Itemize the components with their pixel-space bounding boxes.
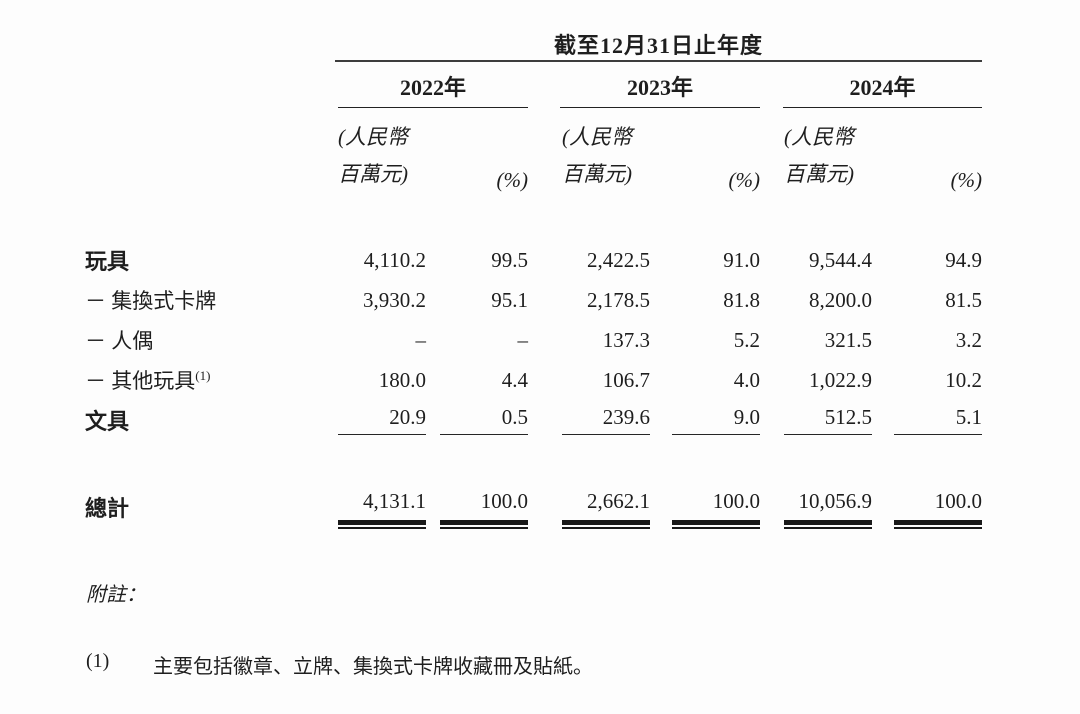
table-cell: 10.2 (945, 367, 983, 392)
table-cell: – (517, 327, 529, 352)
table-cell: 81.8 (723, 287, 760, 312)
table-cell: 180.0 (378, 367, 426, 392)
table-cell: 4,110.2 (363, 247, 426, 272)
table-cell: 512.5 (760, 400, 872, 440)
revenue-breakdown-table: 截至12月31日止年度 2022年 2023年 2024年 (人民幣百萬元) (… (85, 28, 983, 529)
table-cell: 91.0 (723, 247, 760, 272)
year-header-2023-cell: 2023年 (528, 61, 760, 108)
row-label-toys: 玩具 (85, 249, 130, 274)
table-cell: 20.9 (335, 400, 426, 440)
unit-header-pct-2022: (%) (426, 108, 528, 196)
underlined-value: 239.6 (562, 405, 650, 435)
footnote-text: 主要包括徽章、立牌、集換式卡牌收藏冊及貼紙。 (153, 656, 593, 678)
table-cell: 99.5 (491, 247, 528, 272)
spacer-row (85, 196, 982, 240)
footnote-ref: (1) (195, 368, 211, 383)
table-row-other-toys: － 其他玩具(1) 180.0 4.4 106.7 4.0 1,022.9 10… (85, 360, 982, 400)
table-cell: 3,930.2 (363, 287, 426, 312)
unit-header-rmb-2024: (人民幣百萬元) (760, 108, 872, 196)
table-cell: 94.9 (945, 247, 983, 272)
table-cell: 4,131.1 (335, 486, 426, 529)
year-header-2022: 2022年 (338, 70, 528, 108)
percent-label: (%) (728, 168, 760, 192)
table-cell: 106.7 (602, 367, 650, 392)
year-header-2024: 2024年 (783, 70, 983, 108)
percent-label: (%) (496, 168, 528, 192)
unit-label-line2: 百萬元) (338, 162, 408, 186)
row-label-figures: － 人偶 (85, 329, 154, 353)
row-label-text: － 其他玩具 (85, 369, 196, 393)
empty-corner-cell (85, 28, 335, 61)
total-value: 10,056.9 (784, 489, 872, 529)
table-row-trading-cards: － 集換式卡牌 3,930.2 95.1 2,178.5 81.8 8,200.… (85, 280, 982, 320)
underlined-value: 512.5 (784, 405, 872, 435)
year-header-2023: 2023年 (560, 70, 760, 108)
table-cell: 8,200.0 (809, 287, 872, 312)
table-cell: 10,056.9 (760, 486, 872, 529)
table-cell: 100.0 (872, 486, 983, 529)
row-label-total: 總計 (85, 496, 130, 521)
unit-header-rmb-2023: (人民幣百萬元) (528, 108, 650, 196)
total-value: 100.0 (440, 489, 528, 529)
percent-label: (%) (950, 168, 983, 192)
unit-label-line1: (人民幣 (562, 125, 632, 149)
period-header-row: 截至12月31日止年度 (85, 28, 983, 62)
year-header-2024-cell: 2024年 (760, 61, 983, 108)
table-cell: 5.1 (872, 400, 983, 440)
notes-heading: 附註： (86, 584, 146, 606)
table-cell: 100.0 (426, 486, 528, 529)
unit-header-rmb-2022: (人民幣百萬元) (335, 108, 426, 196)
spacer-row (85, 440, 982, 486)
table-row-figures: － 人偶 – – 137.3 5.2 321.5 3.2 (85, 320, 982, 360)
table-cell: 9.0 (650, 400, 760, 440)
table-cell: 9,544.4 (809, 247, 872, 272)
unit-label-line2: 百萬元) (784, 162, 854, 186)
unit-header-row: (人民幣百萬元) (%) (人民幣百萬元) (%) (人民幣百萬元) (%) (85, 108, 982, 196)
year-header-2022-cell: 2022年 (335, 61, 528, 108)
underlined-value: 5.1 (894, 405, 983, 435)
table-cell: – (415, 327, 427, 352)
table-cell: 81.5 (945, 287, 983, 312)
table-cell: 321.5 (824, 327, 872, 352)
table-cell: 3.2 (955, 327, 983, 352)
table-cell: 2,662.1 (528, 486, 650, 529)
table-cell: 0.5 (426, 400, 528, 440)
period-header: 截至12月31日止年度 (335, 28, 983, 62)
table-cell: 4.0 (733, 367, 760, 392)
table-cell: 239.6 (528, 400, 650, 440)
year-header-row: 2022年 2023年 2024年 (85, 61, 983, 108)
unit-header-pct-2023: (%) (650, 108, 760, 196)
unit-label-line2: 百萬元) (562, 162, 632, 186)
unit-label-line1: (人民幣 (784, 125, 854, 149)
table-row-total: 總計 4,131.1 100.0 2,662.1 100.0 10,056.9 … (85, 486, 983, 529)
table-cell: 137.3 (602, 327, 650, 352)
row-label-trading-cards: － 集換式卡牌 (85, 289, 217, 313)
underlined-value: 20.9 (338, 405, 426, 435)
unit-label-line1: (人民幣 (338, 125, 408, 149)
total-value: 100.0 (894, 489, 983, 529)
underlined-value: 9.0 (672, 405, 760, 435)
row-label-other-toys: － 其他玩具(1) (85, 360, 335, 400)
table-cell: 95.1 (491, 287, 528, 312)
table-cell: 2,178.5 (587, 287, 650, 312)
empty-cell (85, 61, 335, 108)
table-cell: 100.0 (650, 486, 760, 529)
table-cell: 2,422.5 (587, 247, 650, 272)
table-cell: 1,022.9 (809, 367, 872, 392)
row-label-stationery: 文具 (85, 409, 130, 434)
table-cell: 5.2 (733, 327, 760, 352)
table-row-toys: 玩具 4,110.2 99.5 2,422.5 91.0 9,544.4 94.… (85, 240, 982, 280)
footnote-item: (1) 主要包括徽章、立牌、集換式卡牌收藏冊及貼紙。 (86, 650, 593, 679)
table-cell: 4.4 (501, 367, 528, 392)
underlined-value: 0.5 (440, 405, 528, 435)
total-value: 2,662.1 (562, 489, 650, 529)
footnote-marker: (1) (86, 650, 110, 672)
unit-header-pct-2024: (%) (872, 108, 982, 196)
total-value: 100.0 (672, 489, 760, 529)
table-row-stationery: 文具 20.9 0.5 239.6 9.0 512.5 5.1 (85, 400, 983, 440)
total-value: 4,131.1 (338, 489, 426, 529)
empty-cell (85, 108, 335, 196)
